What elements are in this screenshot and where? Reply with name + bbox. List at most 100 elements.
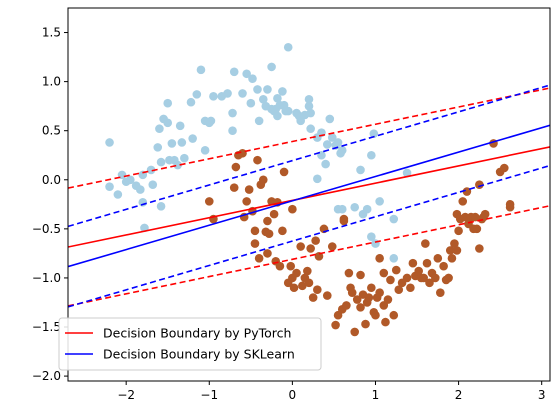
data-point	[337, 146, 347, 155]
data-point	[242, 69, 251, 79]
data-point	[322, 140, 332, 149]
data-point	[286, 261, 296, 271]
y-tick-label: −1.5	[32, 320, 61, 334]
data-point	[444, 273, 453, 283]
data-point	[339, 216, 349, 226]
data-point	[250, 226, 260, 236]
x-tick-label: 1	[372, 388, 380, 402]
data-point	[264, 229, 274, 239]
data-point	[313, 285, 322, 295]
data-point	[250, 239, 260, 248]
data-point	[292, 268, 301, 278]
data-point	[242, 197, 251, 206]
data-point	[389, 310, 399, 320]
data-point	[275, 261, 285, 271]
y-tick-label: 1.5	[42, 26, 61, 40]
data-point	[436, 288, 445, 297]
margin-line	[68, 164, 550, 308]
data-point	[367, 150, 376, 160]
data-point	[421, 239, 430, 248]
data-point	[223, 89, 232, 98]
data-point	[209, 92, 218, 101]
data-point	[228, 108, 237, 118]
data-point	[475, 180, 484, 189]
data-point	[422, 258, 432, 268]
margin-line	[68, 205, 550, 307]
data-point	[263, 249, 272, 258]
data-point	[505, 200, 515, 209]
data-point	[414, 266, 424, 276]
data-point	[192, 90, 202, 99]
data-point	[304, 278, 314, 288]
legend: Decision Boundary by PyTorch Decision Bou…	[58, 317, 322, 371]
data-point	[258, 175, 268, 185]
data-point	[180, 153, 189, 163]
data-point	[177, 138, 187, 147]
x-tick-label: −2	[117, 388, 135, 402]
data-point	[278, 87, 287, 96]
decision-boundary-line	[68, 124, 550, 268]
data-point	[278, 226, 287, 236]
data-point	[289, 283, 299, 293]
data-point	[470, 212, 480, 222]
x-tick-label: −1	[200, 388, 218, 402]
data-point	[321, 159, 330, 169]
data-point	[306, 124, 315, 134]
points-layer	[105, 42, 515, 337]
data-point	[472, 224, 482, 234]
data-point	[342, 301, 351, 310]
data-point	[454, 226, 463, 236]
data-point	[304, 94, 314, 104]
data-point	[394, 285, 404, 295]
decision-boundary-line	[68, 146, 550, 248]
data-point	[153, 143, 163, 152]
data-point	[475, 244, 484, 253]
data-point	[167, 139, 177, 148]
data-point	[452, 209, 462, 219]
data-point	[450, 239, 459, 248]
data-point	[389, 253, 399, 263]
data-point	[253, 155, 262, 165]
data-point	[267, 104, 276, 114]
data-point	[369, 129, 379, 138]
data-point	[273, 94, 282, 103]
x-axis: −2 −1 0 1 2 3	[117, 381, 546, 402]
data-point	[136, 185, 145, 194]
y-tick-label: −2.0	[32, 369, 61, 383]
data-point	[350, 327, 360, 337]
data-point	[155, 124, 164, 134]
data-point	[263, 85, 272, 94]
legend-label: Decision Boundary by SKLearn	[103, 347, 295, 362]
data-point	[356, 270, 365, 280]
data-point	[375, 197, 384, 206]
data-point	[113, 190, 123, 199]
data-point	[458, 197, 468, 206]
data-point	[254, 253, 264, 263]
data-point	[381, 317, 390, 327]
data-point	[267, 62, 276, 72]
y-tick-label: 0.0	[42, 173, 61, 187]
data-point	[246, 98, 256, 108]
data-point	[196, 65, 206, 75]
y-tick-label: −1.0	[32, 271, 61, 285]
data-point	[304, 101, 314, 111]
data-point	[389, 214, 399, 224]
data-point	[156, 157, 166, 167]
data-point	[314, 252, 324, 261]
data-point	[308, 293, 318, 302]
y-tick-label: 1.0	[42, 75, 61, 89]
data-point	[379, 268, 389, 278]
data-point	[433, 253, 443, 263]
data-point	[126, 175, 135, 185]
data-point	[258, 94, 268, 104]
data-point	[356, 165, 365, 175]
data-point	[229, 67, 239, 77]
data-point	[375, 253, 384, 263]
data-point	[462, 187, 472, 196]
data-point	[279, 167, 289, 177]
data-point	[408, 258, 418, 268]
data-point	[306, 108, 315, 118]
legend-box	[58, 317, 322, 371]
data-point	[333, 138, 343, 147]
data-point	[138, 198, 148, 207]
